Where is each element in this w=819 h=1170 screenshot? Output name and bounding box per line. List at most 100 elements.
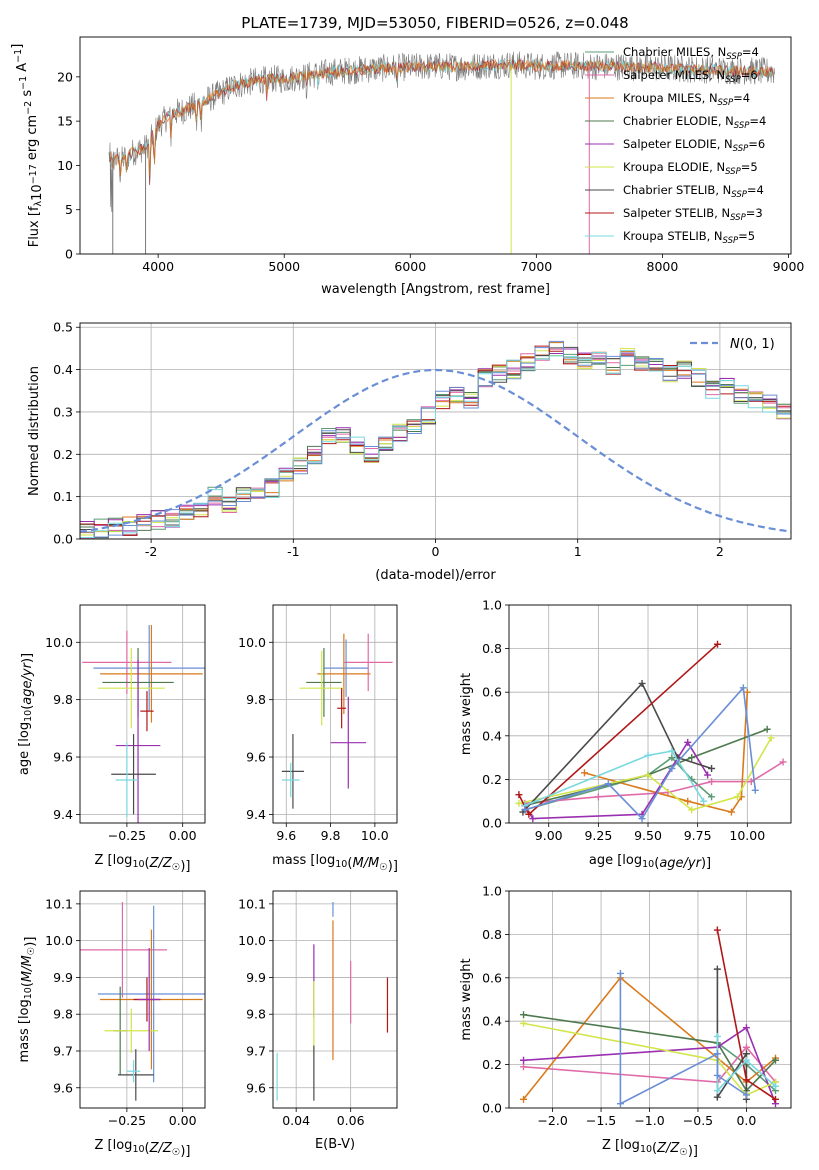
- errorbar-point: [343, 633, 393, 692]
- x-axis-label: (data-model)/error: [375, 568, 496, 583]
- y-tick-label: 9.4: [246, 807, 266, 822]
- errorbar-point: [323, 639, 369, 697]
- weight-series: [713, 926, 779, 1103]
- axes-frame: [79, 604, 206, 824]
- x-tick-label: 0.04: [282, 1113, 310, 1128]
- errorbar-point: [97, 905, 205, 1083]
- weight-series: [521, 747, 708, 810]
- errorbar-point: [93, 625, 205, 712]
- y-axis-label: Flux [fλ10−17 erg cm−2 s−1 A−1]: [10, 44, 45, 248]
- y-tick-label: 0.6: [482, 685, 502, 700]
- legend-label: Salpeter ELODIE, NSSP=6: [623, 137, 765, 154]
- spectrum-panel: 4000 5000 6000 7000 8000 9000 0 5 10 15 20 waveleng…: [10, 36, 804, 297]
- y-tick-label: 0.0: [482, 816, 502, 831]
- y-tick-label: 10.0: [45, 635, 73, 650]
- weight-marker: [742, 1076, 750, 1084]
- errorbar-point: [281, 762, 300, 798]
- weight-line: [524, 685, 757, 820]
- legend-label: Chabrier MILES, NSSP=4: [623, 45, 759, 62]
- weight-marker: [771, 1095, 779, 1103]
- weight-marker: [684, 797, 692, 805]
- y-tick-label: 9.8: [246, 692, 266, 707]
- errorbar-point: [299, 650, 344, 726]
- x-axis-label: Z [log10(Z/Z☉)]: [602, 1138, 698, 1159]
- residuals-panel: -2 -1 0 1 2 0.0 0.1 0.2 0.3 0.4 0.5 (data-model)/er…: [27, 320, 792, 583]
- weight-marker: [713, 1087, 721, 1095]
- x-tick-label: -1: [287, 544, 299, 559]
- y-tick-label: 0.1: [53, 489, 73, 504]
- errorbar-point: [138, 948, 161, 1051]
- x-axis-label: age [log10(age/yr)]: [589, 853, 711, 871]
- weight-marker: [779, 758, 787, 766]
- legend-label: Chabrier ELODIE, NSSP=4: [623, 114, 766, 131]
- weight-marker: [714, 640, 722, 648]
- y-tick-label: 9.6: [246, 750, 266, 765]
- axes-frame: [272, 604, 398, 824]
- x-tick-label: 1: [574, 544, 582, 559]
- x-tick-label: −1.5: [586, 1113, 616, 1128]
- y-tick-label: 10.1: [45, 896, 73, 911]
- weight-marker: [604, 780, 612, 788]
- legend-label: Kroupa MILES, NSSP=4: [623, 91, 750, 108]
- weight-marker: [520, 1063, 528, 1071]
- axes-frame: [79, 36, 792, 255]
- y-tick-label: 1.0: [482, 884, 502, 899]
- weight-marker: [713, 1071, 721, 1079]
- weight-marker: [739, 684, 747, 692]
- weight-marker: [520, 1019, 528, 1027]
- errorbar-point: [140, 691, 154, 732]
- y-axis-label: mass [log10(M/M☉)]: [17, 937, 38, 1063]
- y-tick-label: 0.6: [482, 970, 502, 985]
- mass_vs_ebv-panel: 0.04 0.06 9.6 9.7 9.8 9.9 10.0 10.1 E(B-V): [238, 890, 398, 1152]
- weight-marker: [616, 969, 624, 977]
- weight-marker: [644, 751, 652, 759]
- weight-marker: [713, 1050, 721, 1058]
- weight-marker: [668, 765, 676, 772]
- model-spectrum-line: [110, 58, 774, 177]
- weight-marker: [638, 815, 646, 823]
- weight-marker: [713, 926, 721, 934]
- histogram-step: [80, 340, 791, 538]
- x-tick-label: 10.0: [361, 828, 389, 843]
- legend-label: Salpeter MILES, NSSP=6: [623, 68, 758, 85]
- weight-marker: [751, 786, 759, 794]
- weight_vs_age-panel: 9.00 9.25 9.50 9.75 10.00 0.0 0.2 0.4 0.6 0.8 1.0 m…: [459, 598, 792, 871]
- y-tick-label: 9.7: [246, 1043, 266, 1058]
- age_vs_mass-panel: 9.6 9.8 10.0 9.4 9.6 9.8 10.0 mass [log10(M/M☉)…: [238, 604, 398, 874]
- y-tick-label: 9.9: [246, 970, 266, 985]
- errorbar-point: [306, 648, 342, 717]
- x-tick-label: 2: [716, 544, 724, 559]
- errorbar-point: [115, 659, 161, 823]
- weight-marker: [713, 1093, 721, 1101]
- weight-marker: [688, 754, 696, 762]
- weight-line: [522, 976, 777, 1100]
- x-tick-label: 10.00: [729, 828, 765, 843]
- x-tick-label: −2.0: [537, 1113, 567, 1128]
- normal-curve: [80, 368, 791, 533]
- age_vs_Z-panel: −0.25 0.00 9.4 9.6 9.8 10.0 Z [log10(Z/Z☉)] age…: [17, 604, 206, 874]
- plot-area: [80, 323, 791, 539]
- x-tick-label: 9.75: [684, 828, 712, 843]
- y-tick-label: 0.0: [53, 532, 73, 547]
- weight-marker: [742, 1056, 750, 1064]
- weight-marker: [733, 793, 741, 801]
- plot-area: [273, 605, 397, 823]
- weight-marker: [742, 1043, 750, 1051]
- weight-marker: [525, 810, 533, 818]
- axes-frame: [508, 604, 792, 824]
- y-tick-label: 0.4: [482, 1014, 502, 1029]
- errorbar-point: [80, 902, 168, 998]
- y-axis-label: Normed distribution: [27, 366, 42, 496]
- weight_vs_Z-panel: −2.0 −1.5 −1.0 −0.5 0.0 0.0 0.2 0.4 0.6 0.8 1.0 mas…: [459, 884, 792, 1159]
- x-tick-label: 4000: [142, 259, 174, 274]
- y-tick-label: 9.6: [246, 1080, 266, 1095]
- axes-frame: [508, 890, 792, 1109]
- plot-area: [509, 605, 791, 823]
- y-tick-label: 9.6: [53, 1080, 73, 1095]
- y-tick-label: 0.2: [482, 1057, 502, 1072]
- errorbar-point: [115, 742, 139, 818]
- y-tick-label: 5: [65, 202, 73, 217]
- x-tick-label: 9.50: [634, 828, 662, 843]
- y-tick-label: 20: [57, 69, 73, 84]
